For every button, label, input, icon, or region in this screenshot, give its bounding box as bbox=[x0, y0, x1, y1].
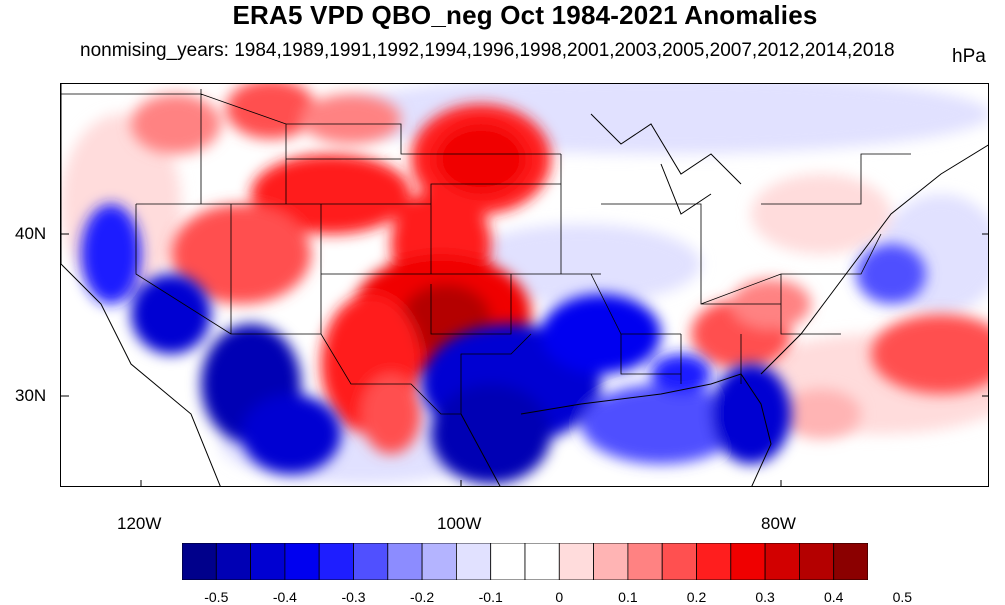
colorbar-swatch bbox=[764, 543, 800, 580]
colorbar-swatch bbox=[318, 543, 354, 580]
colorbar-tick-label: 0.3 bbox=[755, 589, 775, 605]
lon-label-80w: 80W bbox=[761, 514, 796, 533]
colorbar-swatch bbox=[284, 543, 320, 580]
colorbar-swatch bbox=[387, 543, 423, 580]
colorbar-swatch bbox=[661, 543, 697, 580]
axis-ticks bbox=[61, 233, 988, 486]
colorbar-tick-label: -0.5 bbox=[204, 589, 229, 605]
colorbar-swatch bbox=[627, 543, 663, 580]
lat-label-40n: 40N bbox=[15, 224, 47, 243]
chart-subtitle: nonmising_years: 1984,1989,1991,1992,199… bbox=[80, 40, 895, 61]
light-anomaly-field bbox=[61, 84, 988, 484]
colorbar-swatch bbox=[799, 543, 835, 580]
colorbar-swatch bbox=[558, 543, 594, 580]
positive-anomaly-field bbox=[131, 84, 988, 454]
colorbar-tick-label: 0.5 bbox=[892, 589, 913, 605]
colorbar-tick-label: -0.2 bbox=[410, 589, 435, 605]
chart-title: ERA5 VPD QBO_neg Oct 1984-2021 Anomalies bbox=[232, 0, 818, 30]
state-boundaries bbox=[61, 84, 988, 486]
colorbar-tick-label: -0.4 bbox=[272, 589, 297, 605]
colorbar-swatch bbox=[182, 543, 217, 580]
colorbar-swatch bbox=[730, 543, 766, 580]
colorbar-tick-label: 0.1 bbox=[618, 589, 638, 605]
colorbar bbox=[182, 543, 868, 580]
anomaly-map bbox=[61, 84, 988, 486]
lat-label-30n: 30N bbox=[15, 386, 47, 405]
colorbar-tick-label: 0.4 bbox=[823, 589, 844, 605]
colorbar-swatch bbox=[524, 543, 560, 580]
colorbar-tick-label: 0 bbox=[555, 589, 564, 605]
negative-anomaly-field bbox=[81, 204, 926, 484]
colorbar-swatch bbox=[250, 543, 286, 580]
colorbar-swatch bbox=[353, 543, 389, 580]
colorbar-swatch bbox=[215, 543, 251, 580]
colorbar-swatch bbox=[490, 543, 526, 580]
map-panel bbox=[60, 83, 989, 487]
colorbar-tick-label: -0.3 bbox=[341, 589, 366, 605]
colorbar-swatch bbox=[696, 543, 732, 580]
colorbar-swatch bbox=[833, 543, 868, 580]
colorbar-swatch bbox=[593, 543, 629, 580]
colorbar-swatch bbox=[455, 543, 492, 580]
lon-label-100w: 100W bbox=[437, 514, 482, 533]
lon-label-120w: 120W bbox=[117, 514, 162, 533]
colorbar-swatch bbox=[421, 543, 457, 580]
colorbar-tick-label: 0.2 bbox=[686, 589, 707, 605]
colorbar-tick-label: -0.1 bbox=[478, 589, 503, 605]
units-label: hPa bbox=[952, 46, 986, 67]
